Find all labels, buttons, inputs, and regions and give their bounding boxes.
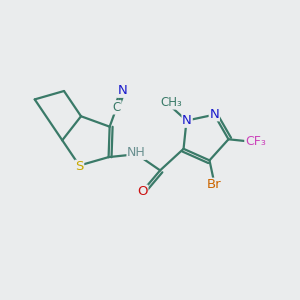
Text: Br: Br (207, 178, 221, 191)
Text: N: N (182, 114, 192, 127)
Text: O: O (137, 185, 148, 198)
Text: C: C (112, 101, 121, 114)
Text: S: S (75, 160, 83, 173)
Text: N: N (209, 108, 219, 121)
Text: CF₃: CF₃ (245, 135, 266, 148)
Text: CH₃: CH₃ (160, 96, 182, 109)
Text: NH: NH (127, 146, 146, 159)
Text: N: N (117, 84, 127, 97)
